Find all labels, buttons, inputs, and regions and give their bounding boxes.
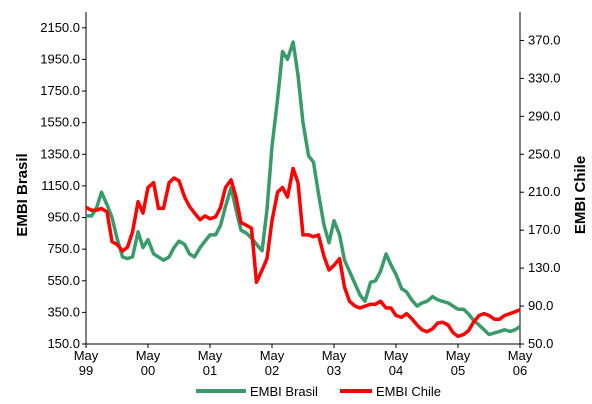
legend-item-embi-brasil: EMBI Brasil bbox=[196, 384, 318, 399]
left-y-axis-title: EMBI Brasil bbox=[14, 153, 31, 236]
x-tick-label-month: May bbox=[260, 348, 285, 363]
right-y-ticks: 50.0 90.0 130.0 170.0 210.0 250.0 290.0 330.0 37… bbox=[520, 32, 561, 351]
x-tick-label-year: 99 bbox=[79, 363, 93, 378]
right-y-tick-label: 170.0 bbox=[528, 222, 561, 237]
x-tick-label-year: 02 bbox=[265, 363, 279, 378]
left-y-tick-label: 550.0 bbox=[47, 273, 80, 288]
left-y-tick-label: 350.0 bbox=[47, 304, 80, 319]
x-tick-label-month: May bbox=[198, 348, 223, 363]
x-tick-label-year: 01 bbox=[203, 363, 217, 378]
right-y-tick-label: 370.0 bbox=[528, 32, 561, 47]
left-y-tick-label: 1750.0 bbox=[40, 83, 80, 98]
legend-label-embi-brasil: EMBI Brasil bbox=[250, 384, 318, 399]
x-tick-label-year: 03 bbox=[327, 363, 341, 378]
x-tick-label-year: 05 bbox=[451, 363, 465, 378]
right-y-tick-label: 250.0 bbox=[528, 146, 561, 161]
right-y-tick-label: 290.0 bbox=[528, 108, 561, 123]
series-line-embi-chile bbox=[85, 166, 521, 339]
left-y-tick-label: 950.0 bbox=[47, 210, 80, 225]
x-tick-label-month: May bbox=[384, 348, 409, 363]
left-y-ticks: 150.0 350.0 550.0 750.0 950.0 1150.0 1350.0 155… bbox=[40, 20, 86, 351]
right-y-tick-label: 210.0 bbox=[528, 184, 561, 199]
x-tick-label-month: May bbox=[136, 348, 161, 363]
series-layer bbox=[85, 40, 521, 339]
right-y-tick-label: 330.0 bbox=[528, 70, 561, 85]
legend-item-embi-chile: EMBI Chile bbox=[340, 384, 441, 399]
x-tick-label-year: 00 bbox=[141, 363, 155, 378]
left-y-tick-label: 1950.0 bbox=[40, 51, 80, 66]
x-tick-label-month: May bbox=[508, 348, 533, 363]
x-tick-label-month: May bbox=[446, 348, 471, 363]
right-y-tick-label: 50.0 bbox=[528, 336, 553, 351]
left-y-tick-label: 2150.0 bbox=[40, 20, 80, 35]
right-y-tick-label: 130.0 bbox=[528, 260, 561, 275]
left-y-tick-label: 1150.0 bbox=[41, 178, 80, 193]
left-y-tick-label: 1550.0 bbox=[40, 115, 80, 130]
left-y-tick-label: 150.0 bbox=[47, 336, 80, 351]
right-y-axis-title: EMBI Chile bbox=[572, 156, 589, 234]
x-tick-label-year: 04 bbox=[389, 363, 403, 378]
right-y-tick-label: 90.0 bbox=[528, 298, 553, 313]
x-tick-label-month: May bbox=[322, 348, 347, 363]
left-y-tick-label: 750.0 bbox=[47, 241, 80, 256]
legend-label-embi-chile: EMBI Chile bbox=[376, 384, 441, 399]
x-tick-label-year: 06 bbox=[513, 363, 527, 378]
legend: EMBI Brasil EMBI Chile bbox=[196, 384, 441, 399]
series-line-embi-brasil bbox=[86, 40, 521, 337]
x-tick-label-month: May bbox=[74, 348, 99, 363]
axes bbox=[85, 12, 521, 345]
left-y-tick-label: 1350.0 bbox=[40, 146, 80, 161]
